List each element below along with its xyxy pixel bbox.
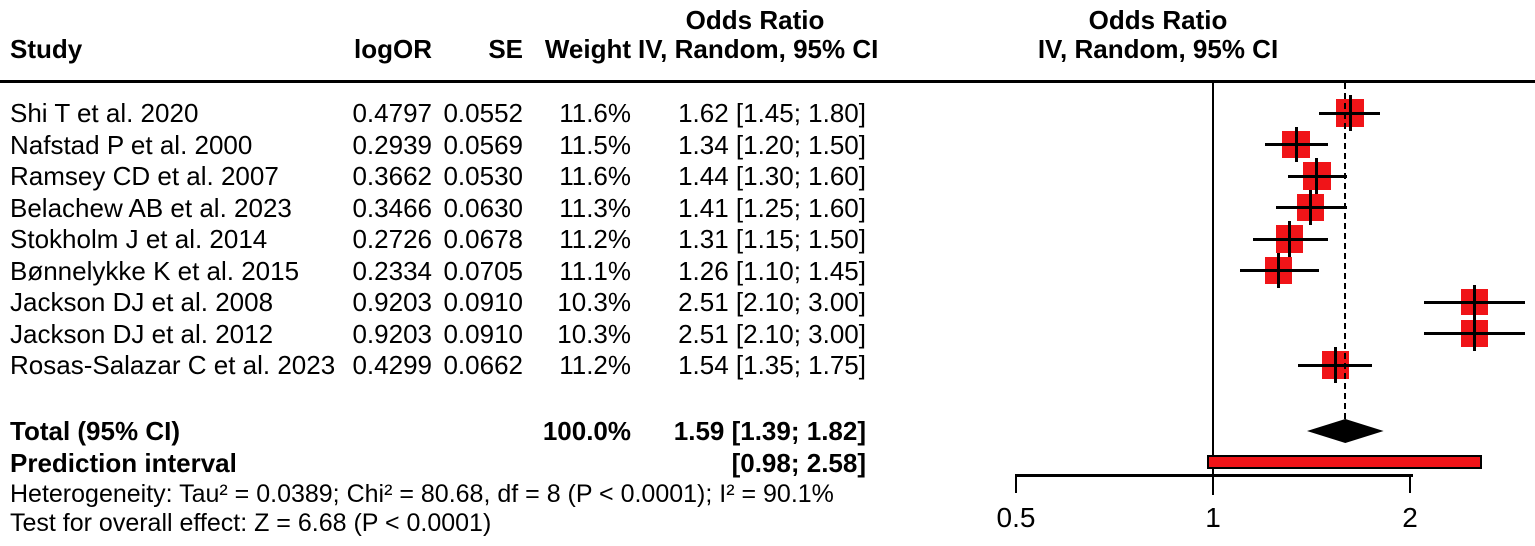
weight-cell: 10.3%	[557, 287, 631, 317]
study-name-cell: Jackson DJ et al. 2008	[10, 287, 274, 317]
weight-cell: 11.3%	[559, 192, 631, 223]
x-axis-tick	[1408, 474, 1412, 493]
study-name-cell: Rosas-Salazar C et al. 2023	[10, 350, 336, 380]
point-estimate-tick	[1288, 221, 1292, 257]
study-column-header: Study	[10, 34, 83, 64]
point-estimate-tick	[1309, 189, 1313, 226]
point-estimate-tick	[1348, 95, 1352, 131]
total-or-ci-value: 1.59 [1.39; 1.82]	[673, 416, 866, 446]
point-estimate-tick	[1277, 252, 1281, 289]
weight-cell: 11.6%	[559, 161, 631, 191]
x-axis-tick	[1014, 474, 1018, 493]
study-name-cell: Belachew AB et al. 2023	[10, 192, 292, 223]
logor-cell: 0.9203	[352, 287, 432, 317]
or-ci-cell: 1.44 [1.30; 1.60]	[678, 161, 866, 191]
ci-column-header-right: IV, Random, 95% CI	[1037, 34, 1279, 64]
logor-cell: 0.4299	[352, 350, 432, 380]
logor-column-header: logOR	[354, 34, 432, 64]
se-cell: 0.0910	[443, 287, 523, 317]
prediction-interval-bar	[1207, 455, 1483, 469]
or-ci-cell: 1.54 [1.35; 1.75]	[678, 350, 866, 380]
or-ci-cell: 1.62 [1.45; 1.80]	[678, 98, 866, 128]
se-cell: 0.0630	[443, 192, 523, 223]
header-divider-line	[0, 80, 1535, 83]
total-diamond	[1306, 419, 1384, 443]
point-estimate-tick	[1294, 126, 1298, 163]
or-ci-cell: 1.34 [1.20; 1.50]	[678, 129, 866, 160]
logor-cell: 0.3466	[352, 192, 432, 223]
weight-cell: 11.5%	[559, 129, 631, 160]
point-estimate-tick	[1315, 158, 1319, 194]
or-ci-cell: 1.31 [1.15; 1.50]	[678, 224, 866, 254]
se-cell: 0.0552	[443, 98, 523, 128]
logor-cell: 0.4797	[352, 98, 432, 128]
se-cell: 0.0678	[443, 224, 523, 254]
weight-cell: 11.2%	[559, 350, 631, 380]
study-name-cell: Bønnelykke K et al. 2015	[10, 255, 300, 286]
study-name-cell: Shi T et al. 2020	[10, 98, 199, 128]
se-cell: 0.0910	[443, 318, 523, 349]
point-estimate-tick	[1473, 316, 1477, 351]
x-axis-tick-label: 2	[1402, 502, 1418, 533]
or-ci-cell: 1.41 [1.25; 1.60]	[678, 192, 866, 223]
study-name-cell: Jackson DJ et al. 2012	[10, 318, 274, 349]
or-ci-cell: 2.51 [2.10; 3.00]	[678, 287, 866, 317]
x-axis-tick	[1211, 474, 1215, 493]
or-column-title-right: Odds Ratio	[1088, 5, 1228, 35]
pooled-estimate-dashed-line	[1343, 83, 1346, 419]
reference-line-or1	[1211, 83, 1215, 495]
or-column-title-left: Odds Ratio	[685, 5, 825, 35]
point-estimate-tick	[1334, 347, 1338, 383]
logor-cell: 0.3662	[352, 161, 432, 191]
point-estimate-tick	[1473, 284, 1477, 320]
study-name-cell: Ramsey CD et al. 2007	[10, 161, 279, 191]
weight-column-header: Weight	[544, 34, 631, 64]
total-weight-value: 100.0%	[542, 416, 631, 446]
se-cell: 0.0662	[443, 350, 523, 380]
weight-cell: 11.1%	[559, 255, 631, 286]
or-ci-cell: 2.51 [2.10; 3.00]	[678, 318, 866, 349]
weight-cell: 11.6%	[559, 98, 631, 128]
weight-cell: 11.2%	[559, 224, 631, 254]
weight-cell: 10.3%	[557, 318, 631, 349]
study-name-cell: Stokholm J et al. 2014	[10, 224, 268, 254]
x-axis-tick-label: 0.5	[996, 502, 1036, 533]
prediction-interval-label: Prediction interval	[10, 448, 237, 478]
ci-column-header-left: IV, Random, 95% CI	[638, 34, 879, 64]
overall-effect-note: Test for overall effect: Z = 6.68 (P < 0…	[10, 509, 492, 537]
heterogeneity-note: Heterogeneity: Tau² = 0.0389; Chi² = 80.…	[10, 480, 834, 508]
logor-cell: 0.9203	[352, 318, 432, 349]
logor-cell: 0.2939	[352, 129, 432, 160]
se-column-header: SE	[488, 34, 523, 64]
se-cell: 0.0705	[443, 255, 523, 286]
prediction-interval-value: [0.98; 2.58]	[731, 448, 866, 478]
logor-cell: 0.2334	[352, 255, 432, 286]
study-name-cell: Nafstad P et al. 2000	[10, 129, 253, 160]
or-ci-cell: 1.26 [1.10; 1.45]	[678, 255, 866, 286]
logor-cell: 0.2726	[352, 224, 432, 254]
x-axis-line	[1016, 474, 1413, 477]
x-axis-tick-label: 1	[1205, 502, 1221, 533]
se-cell: 0.0569	[443, 129, 523, 160]
se-cell: 0.0530	[443, 161, 523, 191]
total-row-label: Total (95% CI)	[10, 416, 180, 446]
